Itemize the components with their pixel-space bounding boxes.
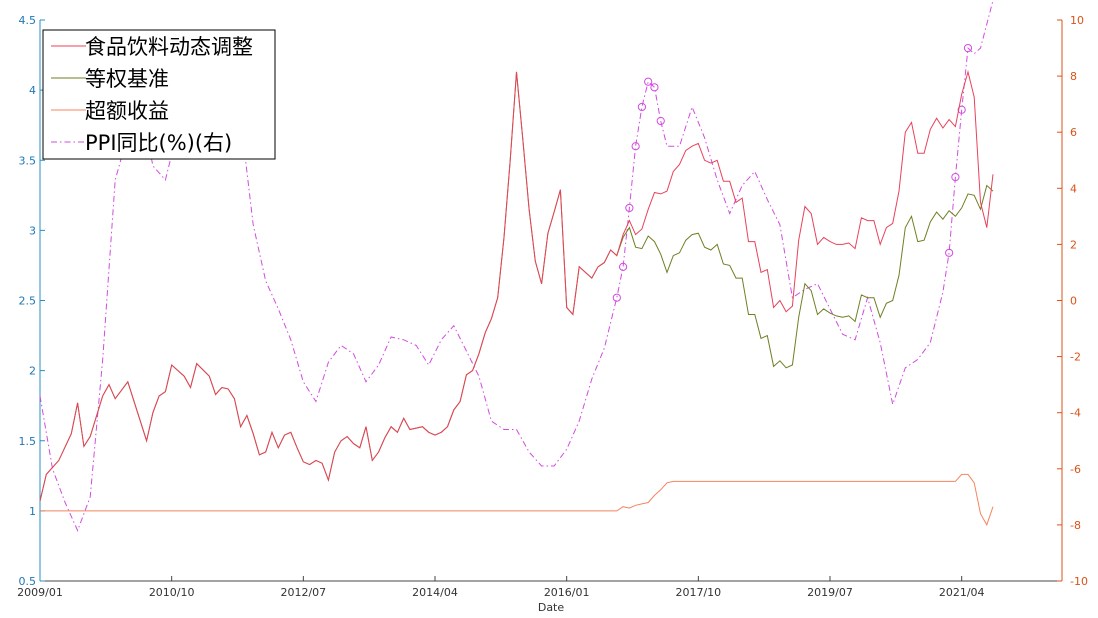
left-tick-label: 0.5 bbox=[19, 575, 37, 588]
x-axis-label: Date bbox=[538, 601, 565, 614]
ppi-marker bbox=[625, 203, 634, 213]
x-tick-label: 2014/04 bbox=[412, 586, 458, 599]
left-tick-label: 2.5 bbox=[19, 295, 37, 308]
ppi-marker bbox=[963, 43, 973, 53]
ppi-marker bbox=[631, 142, 640, 151]
ppi-marker bbox=[637, 102, 647, 112]
ppi-marker bbox=[957, 105, 966, 114]
x-tick-label: 2009/01 bbox=[17, 586, 63, 599]
series-line-2 bbox=[40, 473, 994, 527]
ppi-marker bbox=[612, 293, 621, 302]
x-tick-label: 2012/07 bbox=[280, 586, 326, 599]
x-tick-label: 2017/10 bbox=[675, 586, 721, 599]
ppi-marker bbox=[945, 248, 954, 257]
x-tick-label: 2019/07 bbox=[807, 586, 853, 599]
right-tick-label: -10 bbox=[1070, 575, 1088, 588]
left-tick-label: 1.5 bbox=[19, 435, 37, 448]
ppi-marker bbox=[644, 77, 653, 86]
ppi-marker bbox=[656, 116, 665, 126]
right-tick-label: 4 bbox=[1070, 182, 1077, 195]
legend-label: 食品饮料动态调整 bbox=[85, 35, 253, 59]
right-tick-label: -8 bbox=[1070, 519, 1081, 532]
left-tick-label: 3 bbox=[29, 224, 36, 237]
right-tick-label: 10 bbox=[1070, 14, 1084, 27]
left-y-axis: 0.5 1 1.5 2 2.5 3 3.5 4 4.5 bbox=[19, 14, 45, 588]
legend-label: 等权基准 bbox=[85, 67, 169, 91]
legend-label: 超额收益 bbox=[85, 99, 169, 123]
x-axis: 2009/01 2010/10 2012/07 2014/04 2016/01 2017/… bbox=[17, 576, 1062, 599]
right-tick-label: -6 bbox=[1070, 463, 1081, 476]
right-tick-label: 0 bbox=[1070, 295, 1077, 308]
left-tick-label: 4 bbox=[29, 84, 36, 97]
x-tick-label: 2016/01 bbox=[544, 586, 590, 599]
ppi-marker bbox=[951, 172, 960, 182]
left-tick-label: 4.5 bbox=[19, 14, 37, 27]
legend-label: PPI同比(%)(右) bbox=[85, 131, 232, 155]
x-tick-label: 2021/04 bbox=[939, 586, 985, 599]
legend-box bbox=[42, 29, 276, 160]
right-tick-label: -4 bbox=[1070, 407, 1081, 420]
right-y-axis: -10 -8 -6 -4 -2 0 2 4 6 8 10 bbox=[1057, 14, 1088, 588]
left-tick-label: 3.5 bbox=[19, 154, 37, 167]
right-tick-label: 2 bbox=[1070, 238, 1077, 251]
left-tick-label: 2 bbox=[29, 365, 36, 378]
x-tick-label: 2010/10 bbox=[149, 586, 195, 599]
right-tick-label: 6 bbox=[1070, 126, 1077, 139]
series-line-0 bbox=[39, 69, 994, 502]
ppi-marker bbox=[650, 83, 659, 92]
right-tick-label: 8 bbox=[1070, 70, 1077, 83]
ppi-marker bbox=[619, 262, 628, 271]
right-tick-label: -2 bbox=[1070, 351, 1081, 364]
left-tick-label: 1 bbox=[29, 505, 36, 518]
